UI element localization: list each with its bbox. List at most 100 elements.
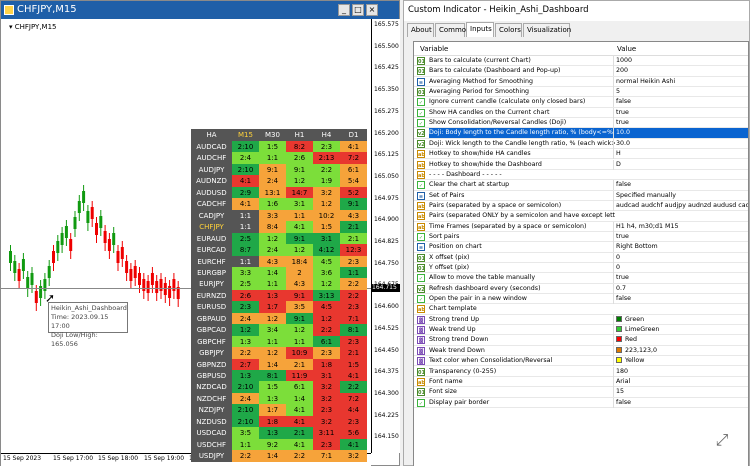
dashboard-cell[interactable]: 2:5 (232, 278, 259, 291)
dashboard-pair-label[interactable]: GBPCHF (191, 335, 232, 348)
dashboard-cell[interactable]: 2:3 (313, 438, 340, 451)
tab-common[interactable]: Common (435, 23, 471, 37)
color-swatch[interactable] (616, 336, 622, 343)
dashboard-cell[interactable]: 1:2 (313, 312, 340, 325)
dashboard-cell[interactable]: 1:5 (259, 381, 286, 394)
dashboard-cell[interactable]: 9:1 (340, 198, 367, 211)
input-row[interactable]: ✓ Clear the chart at startup false (414, 180, 748, 191)
color-swatch[interactable] (616, 326, 622, 333)
input-row[interactable]: ab Font name Arial (414, 376, 748, 388)
dashboard-cell[interactable]: 1:2 (232, 324, 259, 337)
dashboard-cell[interactable]: 1:3 (259, 392, 286, 405)
input-row[interactable]: 01 Averaging Period for Smoothing 5 (414, 87, 748, 98)
color-swatch[interactable] (616, 315, 622, 322)
input-value-field[interactable]: 0.7 (613, 283, 748, 294)
dashboard-cell[interactable]: 1:5 (313, 221, 340, 234)
dashboard-cell[interactable]: 2:6 (232, 289, 259, 302)
dashboard-header-cell[interactable]: H1 (286, 129, 313, 141)
dashboard-cell[interactable]: 3:2 (313, 186, 340, 199)
input-value-field[interactable]: H (613, 149, 748, 160)
dashboard-cell[interactable]: 4:1 (286, 404, 313, 417)
dashboard-cell[interactable]: 1:2 (286, 175, 313, 188)
dashboard-pair-label[interactable]: CHFJPY (191, 221, 232, 234)
dashboard-cell[interactable]: 3:1 (286, 198, 313, 211)
dashboard-cell[interactable]: 1:1 (232, 209, 259, 222)
input-row[interactable]: ▓ Strong trend Down Red (414, 335, 748, 346)
dashboard-cell[interactable]: 9:1 (286, 289, 313, 302)
input-row[interactable]: ab Pairs (separated by a space or semicol… (414, 200, 748, 212)
input-row[interactable]: ▓ Strong trend Up Green (414, 314, 748, 326)
input-value-field[interactable]: audcad audchf audjpy audnzd audusd cadch… (613, 200, 748, 211)
dashboard-header-cell[interactable]: HA (191, 129, 232, 141)
dashboard-cell[interactable]: 1:4 (259, 450, 286, 463)
dashboard-cell[interactable]: 2:7 (232, 358, 259, 371)
dashboard-cell[interactable]: 2:13 (313, 152, 340, 165)
dashboard-cell[interactable]: 2:3 (340, 255, 367, 268)
dashboard-cell[interactable]: 1:2 (313, 198, 340, 211)
dashboard-cell[interactable]: 1:1 (259, 335, 286, 348)
input-row[interactable]: 01 X offset (pix) 0 (414, 252, 748, 263)
dashboard-pair-label[interactable]: GBPUSD (191, 370, 232, 382)
dashboard-cell[interactable]: 2:1 (286, 427, 313, 440)
input-value-field[interactable]: 30.0 (613, 138, 748, 149)
input-value-field[interactable]: false (613, 397, 748, 408)
dashboard-cell[interactable]: 1:4 (259, 266, 286, 279)
input-row[interactable]: 01 Bars to calculate (Dashboard and Pop-u… (414, 66, 748, 77)
input-value-field[interactable]: Arial (613, 376, 748, 387)
dashboard-cell[interactable]: 3:2 (313, 392, 340, 405)
input-row[interactable]: ≡ Averaging Method for Smoothing normal He… (414, 76, 748, 88)
dashboard-cell[interactable]: 3:13 (313, 289, 340, 302)
dashboard-cell[interactable]: 2:3 (232, 301, 259, 314)
dashboard-cell[interactable]: 2:2 (340, 381, 367, 394)
dashboard-cell[interactable]: 10:9 (286, 347, 313, 360)
column-variable[interactable]: Variable (420, 45, 449, 53)
dashboard-cell[interactable]: 4:1 (340, 141, 367, 153)
dashboard-cell[interactable]: 6:1 (286, 381, 313, 394)
dashboard-cell[interactable]: 4:1 (232, 175, 259, 188)
dashboard-cell[interactable]: 18:4 (286, 255, 313, 268)
dashboard-cell[interactable]: 5:2 (340, 186, 367, 199)
dashboard-pair-label[interactable]: AUDCAD (191, 141, 232, 153)
dashboard-cell[interactable]: 2:10 (232, 415, 259, 428)
input-row[interactable]: 01 Bars to calculate (current Chart) 1000 (414, 56, 748, 67)
dashboard-header-cell[interactable]: D1 (340, 129, 367, 141)
tab-colors[interactable]: Colors (495, 23, 522, 37)
dashboard-cell[interactable]: 2:4 (232, 392, 259, 405)
dashboard-pair-label[interactable]: USDJPY (191, 450, 232, 463)
input-row[interactable]: v2 Doji: Body length to the Candle length… (414, 128, 748, 139)
dashboard-cell[interactable]: 1:5 (340, 358, 367, 371)
dashboard-cell[interactable]: 2:4 (232, 152, 259, 165)
dashboard-cell[interactable]: 1:1 (340, 266, 367, 279)
dashboard-cell[interactable]: 1:7 (259, 404, 286, 417)
dashboard-cell[interactable]: 1:2 (286, 324, 313, 337)
dashboard-cell[interactable]: 1:4 (259, 358, 286, 371)
maximize-icon[interactable]: □ (352, 4, 364, 16)
dashboard-pair-label[interactable]: EURCAD (191, 244, 232, 257)
dashboard-pair-label[interactable]: GBPNZD (191, 358, 232, 371)
input-value-field[interactable]: true (613, 118, 748, 129)
dashboard-cell[interactable]: 2:1 (340, 347, 367, 360)
input-value-field[interactable]: false (613, 97, 748, 108)
dashboard-cell[interactable]: 4:4 (340, 404, 367, 417)
color-swatch[interactable] (616, 346, 622, 353)
input-row[interactable]: v2 Doji: Wick length to the Candle length… (414, 138, 748, 150)
dashboard-cell[interactable]: 3:1 (313, 370, 340, 382)
dashboard-pair-label[interactable]: CADJPY (191, 209, 232, 222)
dashboard-pair-label[interactable]: GBPJPY (191, 347, 232, 360)
dashboard-cell[interactable]: 4:1 (286, 221, 313, 234)
dashboard-cell[interactable]: 1:2 (259, 232, 286, 245)
dashboard-cell[interactable]: 4:3 (259, 255, 286, 268)
dashboard-cell[interactable]: 3:2 (313, 415, 340, 428)
dashboard-cell[interactable]: 2:4 (232, 312, 259, 325)
input-row[interactable]: ✓ Show HA candles on the Current chart tru… (414, 107, 748, 119)
input-value-field[interactable]: 223,123,0 (613, 345, 748, 356)
dashboard-pair-label[interactable]: EURNZD (191, 289, 232, 302)
dashboard-pair-label[interactable]: USDCHF (191, 438, 232, 451)
dashboard-cell[interactable]: 4:5 (313, 255, 340, 268)
dashboard-cell[interactable]: 1:8 (259, 415, 286, 428)
input-value-field[interactable]: 1000 (613, 56, 748, 66)
dashboard-cell[interactable]: 14:7 (286, 186, 313, 199)
dashboard-cell[interactable]: 2:10 (232, 163, 259, 176)
dashboard-cell[interactable]: 2:10 (232, 381, 259, 394)
input-row[interactable]: ≡ Position on chart Right Bottom (414, 242, 748, 253)
